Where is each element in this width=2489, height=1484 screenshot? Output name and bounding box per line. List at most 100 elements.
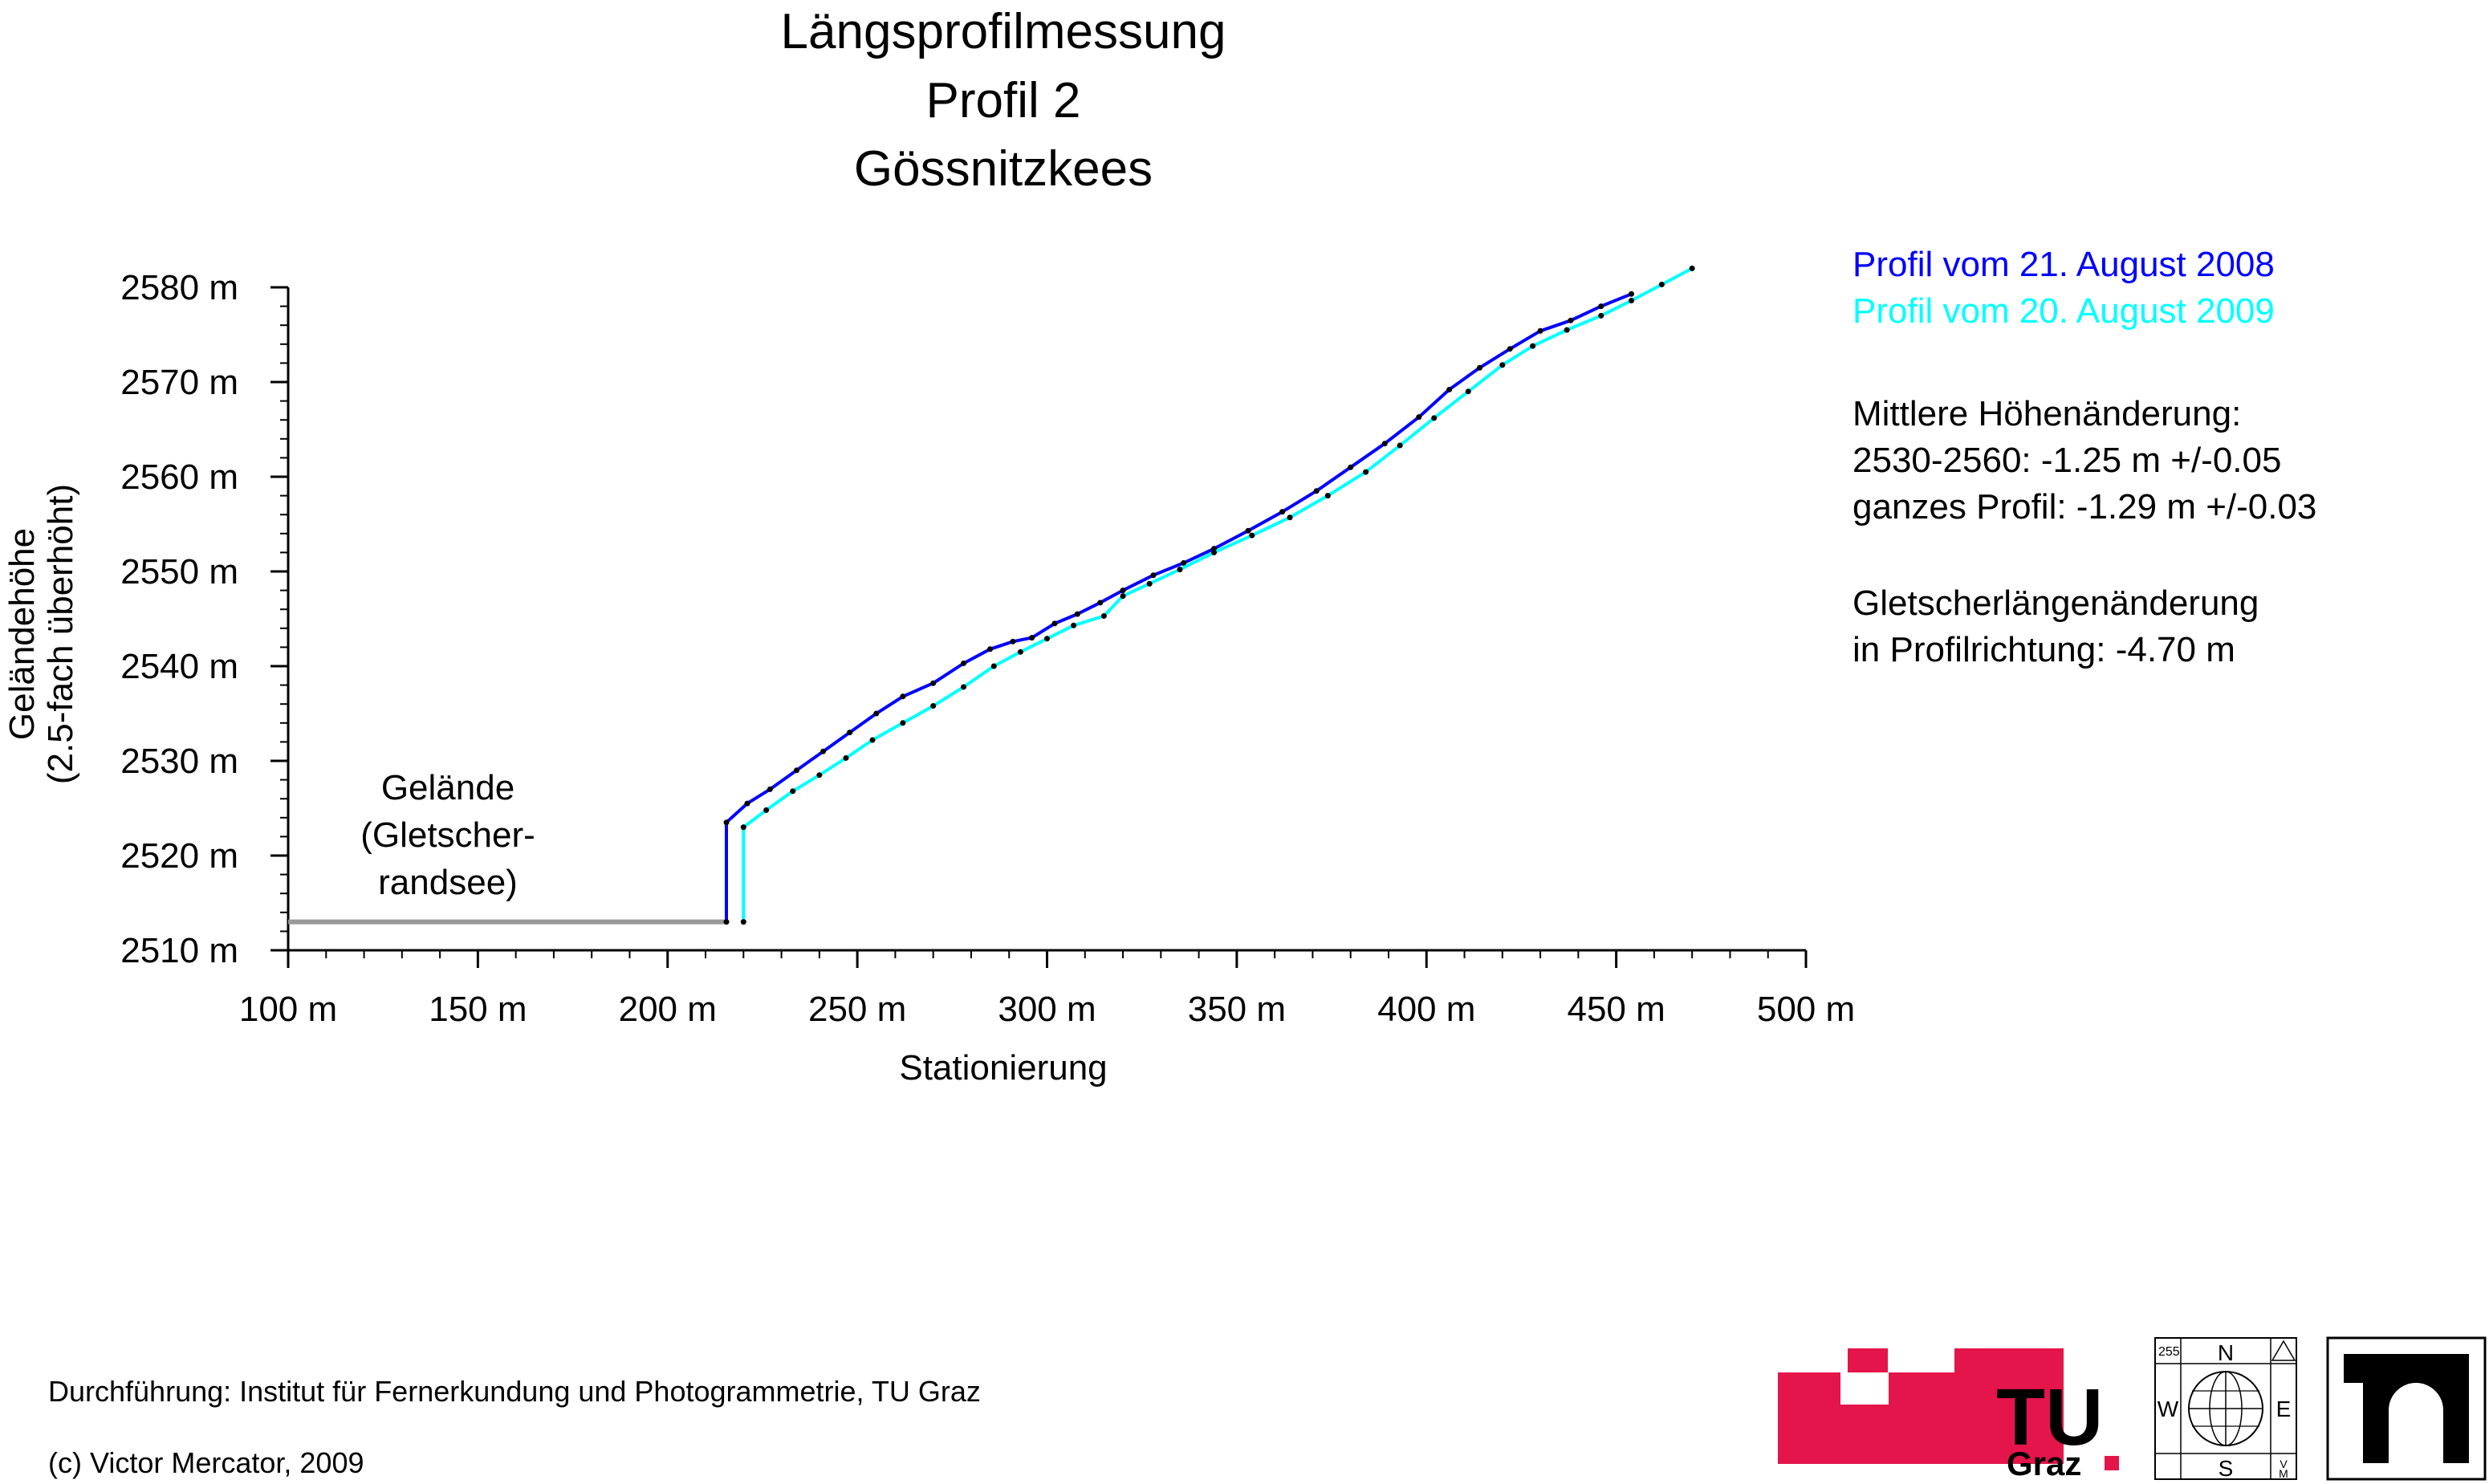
terrain-label: Gelände (Gletscher- randsee): [360, 768, 535, 902]
data-point: [987, 646, 994, 653]
terrain-label-line-3: randsee): [378, 863, 518, 902]
data-point: [990, 663, 997, 669]
data-point: [763, 807, 770, 813]
data-point: [1051, 620, 1058, 627]
data-point: [1629, 291, 1635, 297]
laengen-line-1: in Profilrichtung: -4.70 m: [1853, 630, 2235, 669]
laengen-title: Gletscherlängenänderung: [1853, 583, 2259, 623]
data-point: [843, 754, 849, 761]
compass-w: W: [2158, 1397, 2179, 1421]
compass-logo: N S W E 255 V M: [2154, 1337, 2297, 1481]
y-axis-label-line-2: (2.5-fach überhöht): [41, 484, 80, 784]
data-point: [1313, 488, 1320, 494]
data-point: [1507, 346, 1513, 352]
data-point: [1530, 343, 1536, 349]
y-tick-label: 2540 m: [120, 647, 238, 686]
y-ticks: 2510 m 2520 m 2530 m 2540 m 2550 m 2560 m 2570…: [120, 268, 288, 970]
compass-e: E: [2276, 1397, 2292, 1421]
data-point: [744, 800, 750, 807]
data-point: [1279, 509, 1286, 515]
data-point: [1287, 514, 1293, 521]
chart-title: Längsprofilmessung Profil 2 Gössnitzkees: [781, 4, 1226, 197]
data-point: [1658, 281, 1665, 287]
data-point: [1181, 559, 1187, 566]
y-axis-label: Geländehöhe (2.5-fach überhöht): [2, 484, 80, 784]
data-point: [1564, 327, 1570, 333]
data-point: [900, 720, 906, 726]
data-point: [1150, 572, 1157, 579]
data-point: [1044, 636, 1050, 642]
data-point: [1120, 588, 1126, 594]
y-tick-label: 2530 m: [120, 742, 238, 781]
data-point: [793, 767, 799, 774]
x-tick-label: 250 m: [808, 990, 906, 1029]
footer-credit: Durchführung: Institut für Fernerkundung…: [48, 1375, 981, 1408]
y-tick-label: 2570 m: [120, 363, 238, 402]
data-point: [1097, 600, 1104, 606]
data-point: [1324, 493, 1331, 499]
compass-corner-v: V: [2280, 1458, 2288, 1470]
data-point: [1363, 469, 1369, 475]
x-tick-label: 350 m: [1188, 990, 1286, 1029]
data-point: [1120, 593, 1126, 600]
data-point: [1465, 388, 1471, 395]
x-ticks: 100 m 150 m 200 m 250 m 300 m 350 m 400 m 450 m…: [239, 950, 1855, 1029]
compass-code: 255: [2158, 1345, 2180, 1359]
legend-2009: Profil vom 20. August 2009: [1853, 291, 2275, 331]
hoehen-line-2: ganzes Profil: -1.29 m +/-0.03: [1853, 487, 2316, 527]
data-point: [1074, 611, 1080, 617]
x-tick-label: 400 m: [1377, 990, 1475, 1029]
data-point: [960, 684, 966, 690]
title-line-1: Längsprofilmessung: [781, 4, 1226, 59]
data-point: [847, 730, 853, 736]
data-point: [1397, 442, 1403, 449]
series-line: [725, 292, 1633, 922]
data-point: [1177, 567, 1183, 573]
data-point: [873, 710, 880, 717]
institute-mark-icon: [2344, 1354, 2469, 1463]
institute-logo: [2326, 1336, 2487, 1481]
y-tick-label: 2560 m: [120, 457, 238, 497]
data-point: [900, 693, 906, 700]
data-point: [1431, 415, 1438, 421]
data-point: [1629, 298, 1635, 304]
data-point: [1446, 386, 1453, 392]
data-point: [790, 788, 796, 795]
data-point: [1598, 303, 1604, 310]
y-tick-label: 2510 m: [120, 931, 238, 970]
data-point: [740, 919, 746, 925]
hoehen-title: Mittlere Höhenänderung:: [1853, 394, 2241, 433]
x-tick-label: 300 m: [998, 990, 1096, 1029]
data-point: [820, 748, 827, 754]
data-point: [1689, 265, 1695, 271]
compass-corner-m: M: [2279, 1467, 2288, 1480]
compass-s: S: [2219, 1456, 2234, 1481]
series-2008: [723, 291, 1635, 925]
data-point: [1245, 527, 1251, 534]
data-point: [1010, 638, 1016, 644]
x-tick-label: 500 m: [1757, 990, 1855, 1029]
data-point: [960, 660, 966, 666]
y-tick-label: 2520 m: [120, 836, 238, 876]
tu-graz-logo: TU Graz: [1778, 1348, 2119, 1482]
data-point: [1017, 648, 1023, 655]
title-line-3: Gössnitzkees: [854, 141, 1153, 197]
x-tick-label: 200 m: [619, 990, 717, 1029]
compass-n: N: [2218, 1340, 2234, 1365]
series-group: [723, 265, 1695, 925]
data-point: [723, 919, 730, 925]
x-tick-label: 450 m: [1567, 990, 1665, 1029]
data-point: [1100, 612, 1107, 619]
x-tick-label: 150 m: [429, 990, 527, 1029]
data-point: [930, 680, 937, 686]
data-point: [723, 819, 730, 826]
data-point: [1029, 635, 1035, 641]
graz-logo-text: Graz: [2007, 1445, 2081, 1482]
data-point: [1476, 364, 1482, 371]
data-point: [1568, 317, 1574, 323]
legend: Profil vom 21. August 2008 Profil vom 20…: [1853, 245, 2275, 331]
data-point: [1499, 362, 1506, 368]
data-point: [1211, 549, 1218, 555]
data-point: [1537, 327, 1543, 334]
